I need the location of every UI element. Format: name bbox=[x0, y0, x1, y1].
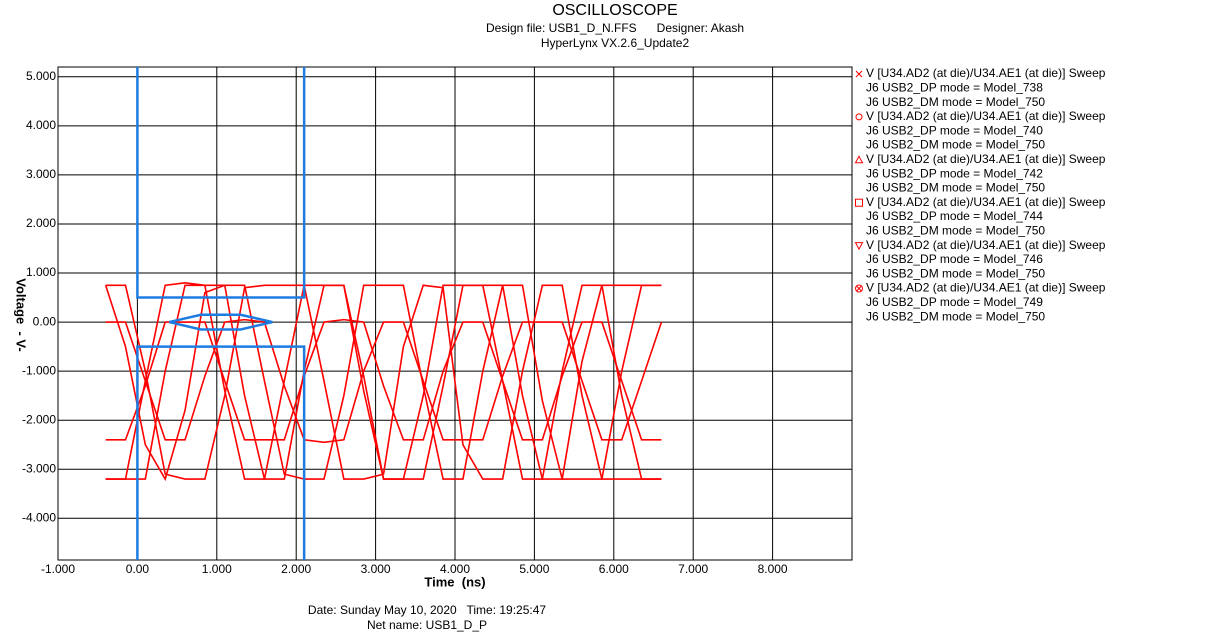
chart-title: OSCILLOSCOPE bbox=[552, 2, 677, 19]
chart-subtitle: Design file: USB1_D_N.FFS Designer: Akas… bbox=[486, 21, 744, 35]
x-tick-label: 0.00 bbox=[126, 562, 150, 576]
legend-marker-x bbox=[855, 70, 863, 78]
legend-detail: J6 USB2_DP mode = Model_746 bbox=[866, 252, 1043, 266]
footer-net: Net name: USB1_D_P bbox=[367, 618, 487, 632]
x-tick-label: 1.000 bbox=[202, 562, 232, 576]
x-tick-label: 2.000 bbox=[281, 562, 311, 576]
legend-detail: J6 USB2_DP mode = Model_738 bbox=[866, 80, 1043, 94]
x-axis-title: Time (ns) bbox=[424, 574, 485, 589]
legend-marker-triangle bbox=[854, 155, 864, 164]
legend-detail: J6 USB2_DP mode = Model_742 bbox=[866, 166, 1043, 180]
legend-marker bbox=[855, 284, 863, 293]
chart-subtitle: HyperLynx VX.2.6_Update2 bbox=[541, 36, 690, 50]
y-tick-label: -1.000 bbox=[22, 363, 56, 377]
legend-detail: J6 USB2_DM mode = Model_750 bbox=[866, 309, 1045, 323]
legend-marker-circle bbox=[855, 284, 863, 293]
x-tick-label: 4.000 bbox=[440, 562, 470, 576]
legend-marker bbox=[855, 198, 863, 207]
legend-marker bbox=[855, 113, 863, 121]
legend-label: V [U34.AD2 (at die)/U34.AE1 (at die)] Sw… bbox=[866, 152, 1106, 166]
legend-marker bbox=[855, 70, 863, 78]
y-axis-title: Voltage - V- bbox=[14, 278, 29, 351]
footer-date: Date: Sunday May 10, 2020 Time: 19:25:47 bbox=[308, 603, 546, 617]
waveform bbox=[104, 284, 662, 482]
x-tick-label: 6.000 bbox=[599, 562, 629, 576]
y-tick-label: 0.00 bbox=[33, 314, 57, 328]
eye-mask bbox=[136, 67, 306, 299]
legend-label: V [U34.AD2 (at die)/U34.AE1 (at die)] Sw… bbox=[866, 238, 1106, 252]
legend-detail: J6 USB2_DP mode = Model_749 bbox=[866, 295, 1043, 309]
x-tick-label: 5.000 bbox=[519, 562, 549, 576]
waveform bbox=[105, 318, 662, 441]
eye-mask bbox=[168, 313, 273, 331]
y-tick-label: -4.000 bbox=[22, 510, 56, 524]
legend-marker-circle bbox=[855, 113, 863, 121]
waveform bbox=[105, 284, 662, 480]
y-tick-label: -3.000 bbox=[22, 461, 56, 475]
legend-marker bbox=[854, 242, 864, 251]
x-tick-label: 8.000 bbox=[758, 562, 788, 576]
legend-detail: J6 USB2_DM mode = Model_750 bbox=[866, 138, 1045, 152]
legend-detail: J6 USB2_DM mode = Model_750 bbox=[866, 266, 1045, 280]
legend-marker-triangle-down bbox=[854, 242, 864, 251]
x-tick-label: 7.000 bbox=[678, 562, 708, 576]
legend-marker-x bbox=[856, 285, 862, 292]
legend-label: V [U34.AD2 (at die)/U34.AE1 (at die)] Sw… bbox=[866, 109, 1106, 123]
legend-detail: J6 USB2_DP mode = Model_740 bbox=[866, 123, 1043, 137]
y-tick-label: 1.000 bbox=[26, 265, 56, 279]
legend-detail: J6 USB2_DM mode = Model_750 bbox=[866, 181, 1045, 195]
y-tick-label: 4.000 bbox=[26, 118, 56, 132]
legend-label: V [U34.AD2 (at die)/U34.AE1 (at die)] Sw… bbox=[866, 66, 1106, 80]
y-tick-label: 3.000 bbox=[26, 167, 56, 181]
waveform bbox=[105, 284, 662, 480]
legend-detail: J6 USB2_DP mode = Model_744 bbox=[866, 209, 1043, 223]
waveform bbox=[105, 282, 662, 480]
y-tick-label: 2.000 bbox=[26, 216, 56, 230]
x-tick-label: -1.000 bbox=[41, 562, 75, 576]
legend-label: V [U34.AD2 (at die)/U34.AE1 (at die)] Sw… bbox=[866, 195, 1106, 209]
legend-label: V [U34.AD2 (at die)/U34.AE1 (at die)] Sw… bbox=[866, 281, 1106, 295]
x-tick-label: 3.000 bbox=[361, 562, 391, 576]
y-tick-label: 5.000 bbox=[26, 69, 56, 83]
legend-detail: J6 USB2_DM mode = Model_750 bbox=[866, 95, 1045, 109]
y-tick-label: -2.000 bbox=[22, 412, 56, 426]
eye-mask bbox=[136, 345, 306, 560]
legend-marker-square bbox=[855, 198, 863, 207]
legend-marker bbox=[854, 155, 864, 164]
legend-detail: J6 USB2_DM mode = Model_750 bbox=[866, 223, 1045, 237]
